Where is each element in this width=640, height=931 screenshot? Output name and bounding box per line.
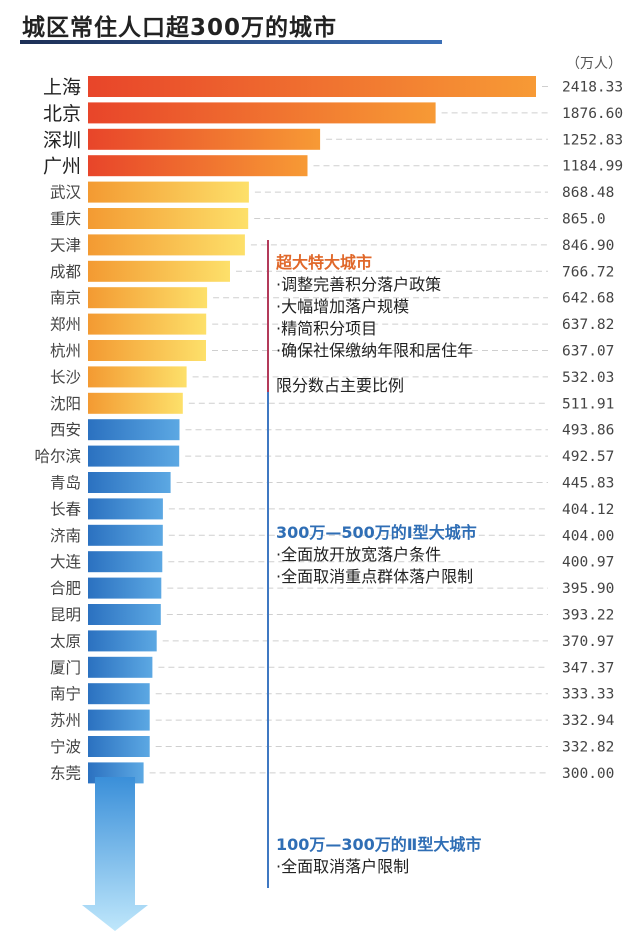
bar xyxy=(88,577,162,599)
category-label: 长春 xyxy=(50,500,81,518)
value-label: 332.94 xyxy=(562,713,615,729)
bar xyxy=(88,155,308,177)
category-label: 青岛 xyxy=(50,474,81,492)
category-label: 太原 xyxy=(50,632,81,650)
category-label: 大连 xyxy=(50,553,82,571)
bar xyxy=(88,736,150,757)
value-label: 393.22 xyxy=(562,608,614,624)
category-label: 济南 xyxy=(50,527,81,545)
type1-annotation: 300万—500万的Ⅰ型大城市 ·全面放开放宽落户条件 ·全面取消重点群体落户限… xyxy=(276,522,477,588)
bar xyxy=(88,604,161,625)
bar xyxy=(88,630,157,652)
category-label: 广州 xyxy=(43,156,81,178)
category-label: 成都 xyxy=(50,263,81,281)
bar xyxy=(88,76,536,97)
value-label: 493.86 xyxy=(562,423,614,439)
bar xyxy=(88,234,245,256)
value-label: 1184.99 xyxy=(562,159,623,175)
category-label: 沈阳 xyxy=(50,395,81,413)
bar xyxy=(88,709,150,731)
chart-title: 城区常住人口超300万的城市 xyxy=(22,15,338,41)
bar xyxy=(88,366,187,388)
category-label: 重庆 xyxy=(50,210,81,228)
value-label: 404.00 xyxy=(562,528,614,544)
category-label: 南京 xyxy=(50,289,81,307)
bar xyxy=(88,260,230,282)
title-underline xyxy=(20,40,442,44)
type2-item: ·全面取消落户限制 xyxy=(276,857,410,876)
value-label: 532.03 xyxy=(562,370,614,386)
value-label: 347.37 xyxy=(562,660,614,676)
value-label: 404.12 xyxy=(562,502,614,518)
bar xyxy=(88,128,321,150)
supercity-item: ·调整完善积分落户政策 xyxy=(276,275,442,294)
bar xyxy=(88,181,249,203)
value-label: 766.72 xyxy=(562,264,614,280)
bar xyxy=(88,472,171,493)
value-label: 333.33 xyxy=(562,687,614,703)
category-label: 合肥 xyxy=(50,580,81,598)
down-arrow-icon xyxy=(82,777,148,931)
category-label: 杭州 xyxy=(50,342,81,360)
supercity-item: ·确保社保缴纳年限和居住年 xyxy=(276,341,474,360)
category-label: 昆明 xyxy=(50,606,81,624)
type1-item: ·全面放开放宽落户条件 xyxy=(276,545,442,564)
category-label: 苏州 xyxy=(50,712,81,730)
supercity-item: ·大幅增加落户规模 xyxy=(276,297,410,316)
bar xyxy=(88,551,163,573)
unit-label: （万人） xyxy=(566,56,622,72)
value-label: 868.48 xyxy=(562,185,614,201)
value-label: 642.68 xyxy=(562,291,614,307)
category-label: 厦门 xyxy=(50,659,81,677)
category-label: 北京 xyxy=(43,103,81,125)
bar xyxy=(88,683,150,705)
bar xyxy=(88,392,183,414)
bar xyxy=(88,340,206,361)
supercity-annotation: 超大特大城市 ·调整完善积分落户政策 ·大幅增加落户规模 ·精简积分项目 ·确保… xyxy=(276,252,473,362)
type1-heading: 300万—500万的Ⅰ型大城市 xyxy=(276,523,477,542)
value-label: 637.82 xyxy=(562,317,614,333)
category-label: 宁波 xyxy=(50,738,81,756)
category-label: 上海 xyxy=(43,77,81,99)
value-label: 395.90 xyxy=(562,581,614,597)
category-label: 武汉 xyxy=(50,184,82,202)
type2-annotation: 100万—300万的Ⅱ型大城市 ·全面取消落户限制 xyxy=(276,834,481,878)
bar xyxy=(88,445,180,467)
bar xyxy=(88,102,436,124)
bar xyxy=(88,498,163,520)
value-label: 1876.60 xyxy=(562,106,623,122)
bar xyxy=(88,656,153,678)
value-label: 865.0 xyxy=(562,212,606,228)
value-label: 511.91 xyxy=(562,396,614,412)
value-label: 370.97 xyxy=(562,634,614,650)
value-label: 1252.83 xyxy=(562,132,623,148)
category-label: 哈尔滨 xyxy=(34,448,81,466)
value-label: 445.83 xyxy=(562,476,614,492)
bar xyxy=(88,313,207,335)
value-label: 400.97 xyxy=(562,555,614,571)
supercity-item: ·精简积分项目 xyxy=(276,319,378,338)
value-label: 2418.33 xyxy=(562,80,623,96)
category-label: 郑州 xyxy=(50,316,81,334)
bar xyxy=(88,419,180,441)
category-label: 南宁 xyxy=(50,685,81,703)
value-label: 846.90 xyxy=(562,238,614,254)
value-label: 492.57 xyxy=(562,449,614,465)
category-label: 西安 xyxy=(50,421,81,439)
type2-heading: 100万—300万的Ⅱ型大城市 xyxy=(276,835,482,854)
category-label: 深圳 xyxy=(43,129,81,151)
bar xyxy=(88,208,249,229)
bar xyxy=(88,287,208,309)
category-label: 东莞 xyxy=(50,764,81,782)
supercity-heading: 超大特大城市 xyxy=(276,253,373,272)
category-label: 长沙 xyxy=(50,368,81,386)
value-label: 637.07 xyxy=(562,344,614,360)
supercity-item-continuation: 限分数占主要比例 xyxy=(276,376,405,395)
bar xyxy=(88,524,163,546)
value-label: 300.00 xyxy=(562,766,614,782)
category-label: 天津 xyxy=(50,236,81,254)
value-label: 332.82 xyxy=(562,740,614,756)
type1-item: ·全面取消重点群体落户限制 xyxy=(276,567,474,586)
